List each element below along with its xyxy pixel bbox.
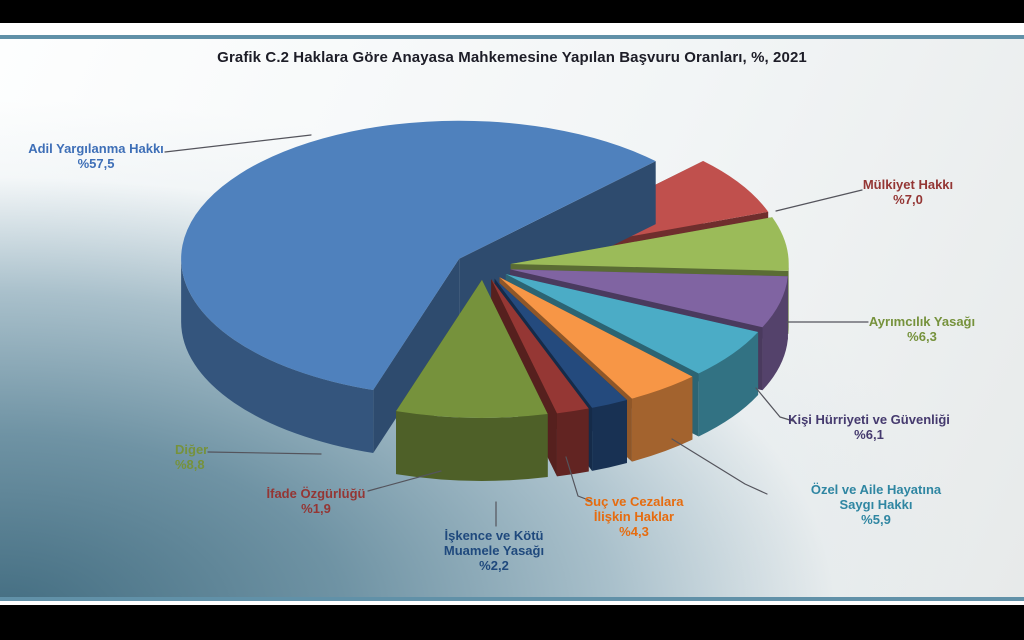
pie-slice-rim-diger [396, 411, 548, 481]
panel-bottom-rule [0, 597, 1024, 601]
slice-label-text: İşkence ve Kötü [444, 528, 544, 543]
pie-slice-iskence-ve-kotu-muamele-yasagi [494, 278, 627, 408]
slice-label-ozel-ve-aile-hayatina-saygi-hakki: Özel ve Aile Hayatına Saygı Hakkı %5,9 [795, 482, 957, 527]
pie-slice-rim-ozel-ve-aile-hayatina-saygi-hakki [698, 332, 759, 437]
slice-label-text: İfade Özgürlüğü [266, 486, 366, 501]
slice-label-text: Suç ve Cezalara [584, 494, 684, 509]
slice-label-value: %4,3 [619, 524, 649, 539]
pie-slice-ayrimcilik-yasagi [510, 217, 789, 271]
chart-title: Grafik C.2 Haklara Göre Anayasa Mahkemes… [217, 49, 807, 66]
slice-label-diger: Diğer %8,8 [175, 442, 265, 472]
page-margin-top [0, 23, 1024, 35]
slice-label-text: Özel ve Aile Hayatına [810, 482, 942, 497]
panel-top-rule [0, 35, 1024, 39]
leader-line-adil-yargilanma-hakki [164, 134, 312, 153]
leader-line-ifade-ozgurlugu [367, 470, 442, 492]
pie-slice-rim-suc-ve-cezalara-iliskin-haklar [631, 376, 693, 462]
slice-label-value: %1,9 [301, 501, 331, 516]
pie-slice-rim-adil-yargilanma-hakki [181, 258, 374, 453]
slice-label-text: Kişi Hürriyeti ve Güvenliği [788, 412, 950, 427]
slice-label-text: Muamele Yasağı [443, 543, 545, 558]
slice-label-value: %7,0 [893, 192, 923, 207]
slice-label-text: Diğer [175, 442, 209, 457]
pie-slice-kisi-hurriyeti-ve-guvenligi [510, 269, 788, 328]
slice-label-ayrimcilik-yasagi: Ayrımcılık Yasağı %6,3 [842, 314, 1002, 344]
slice-label-value: %8,8 [175, 457, 205, 472]
slice-label-value: %6,3 [907, 329, 937, 344]
page-margin-bottom [0, 601, 1024, 605]
pie-slice-suc-ve-cezalara-iliskin-haklar [499, 277, 693, 399]
slice-label-value: %5,9 [861, 512, 891, 527]
leader-line-suc-ve-cezalara-iliskin-haklar [565, 456, 592, 502]
pie-slice-adil-yargilanma-hakki [181, 120, 656, 390]
leader-line-mulkiyet-hakki [775, 189, 863, 212]
pie-slice-side-adil-yargilanma-hakki [373, 258, 460, 453]
slice-label-kisi-hurriyeti-ve-guvenligi: Kişi Hürriyeti ve Güvenliği %6,1 [783, 412, 955, 442]
slice-label-suc-ve-cezalara-iliskin-haklar: Suç ve Cezalara İlişkin Haklar %4,3 [559, 494, 709, 539]
leader-line-kisi-hurriyeti-ve-guvenligi [755, 387, 794, 422]
pie-slice-ifade-ozgurlugu [491, 279, 589, 414]
slice-label-text: Adil Yargılanma Hakkı [28, 141, 164, 156]
leader-line-diger [207, 451, 322, 455]
pie-slice-ozel-ve-aile-hayatina-saygi-hakki [505, 274, 759, 374]
leader-lines-group [164, 134, 869, 527]
pie-slice-diger [396, 279, 548, 418]
slice-label-text: Saygı Hakkı [839, 497, 913, 512]
pie-slice-rim-ifade-ozgurlugu [556, 408, 589, 477]
slice-label-value: %2,2 [479, 558, 509, 573]
pie-slice-rim-iskence-ve-kotu-muamele-yasagi [592, 399, 627, 471]
slice-label-ifade-ozgurlugu: İfade Özgürlüğü %1,9 [239, 486, 393, 516]
slice-label-mulkiyet-hakki: Mülkiyet Hakkı %7,0 [833, 177, 983, 207]
pie-slice-rim-kisi-hurriyeti-ve-guvenligi [762, 276, 788, 391]
slice-label-text: İlişkin Haklar [593, 509, 675, 524]
leader-line-ozel-ve-aile-hayatina-saygi-hakki [671, 438, 768, 495]
slice-label-value: %6,1 [854, 427, 884, 442]
slice-label-text: Mülkiyet Hakkı [862, 177, 954, 192]
slice-label-adil-yargilanma-hakki: Adil Yargılanma Hakkı %57,5 [16, 141, 176, 171]
slice-label-value: %57,5 [77, 156, 115, 171]
slice-label-iskence-ve-kotu-muamele-yasagi: İşkence ve Kötü Muamele Yasağı %2,2 [418, 528, 570, 573]
pie-slices-group [181, 120, 789, 481]
slice-label-text: Ayrımcılık Yasağı [868, 314, 976, 329]
